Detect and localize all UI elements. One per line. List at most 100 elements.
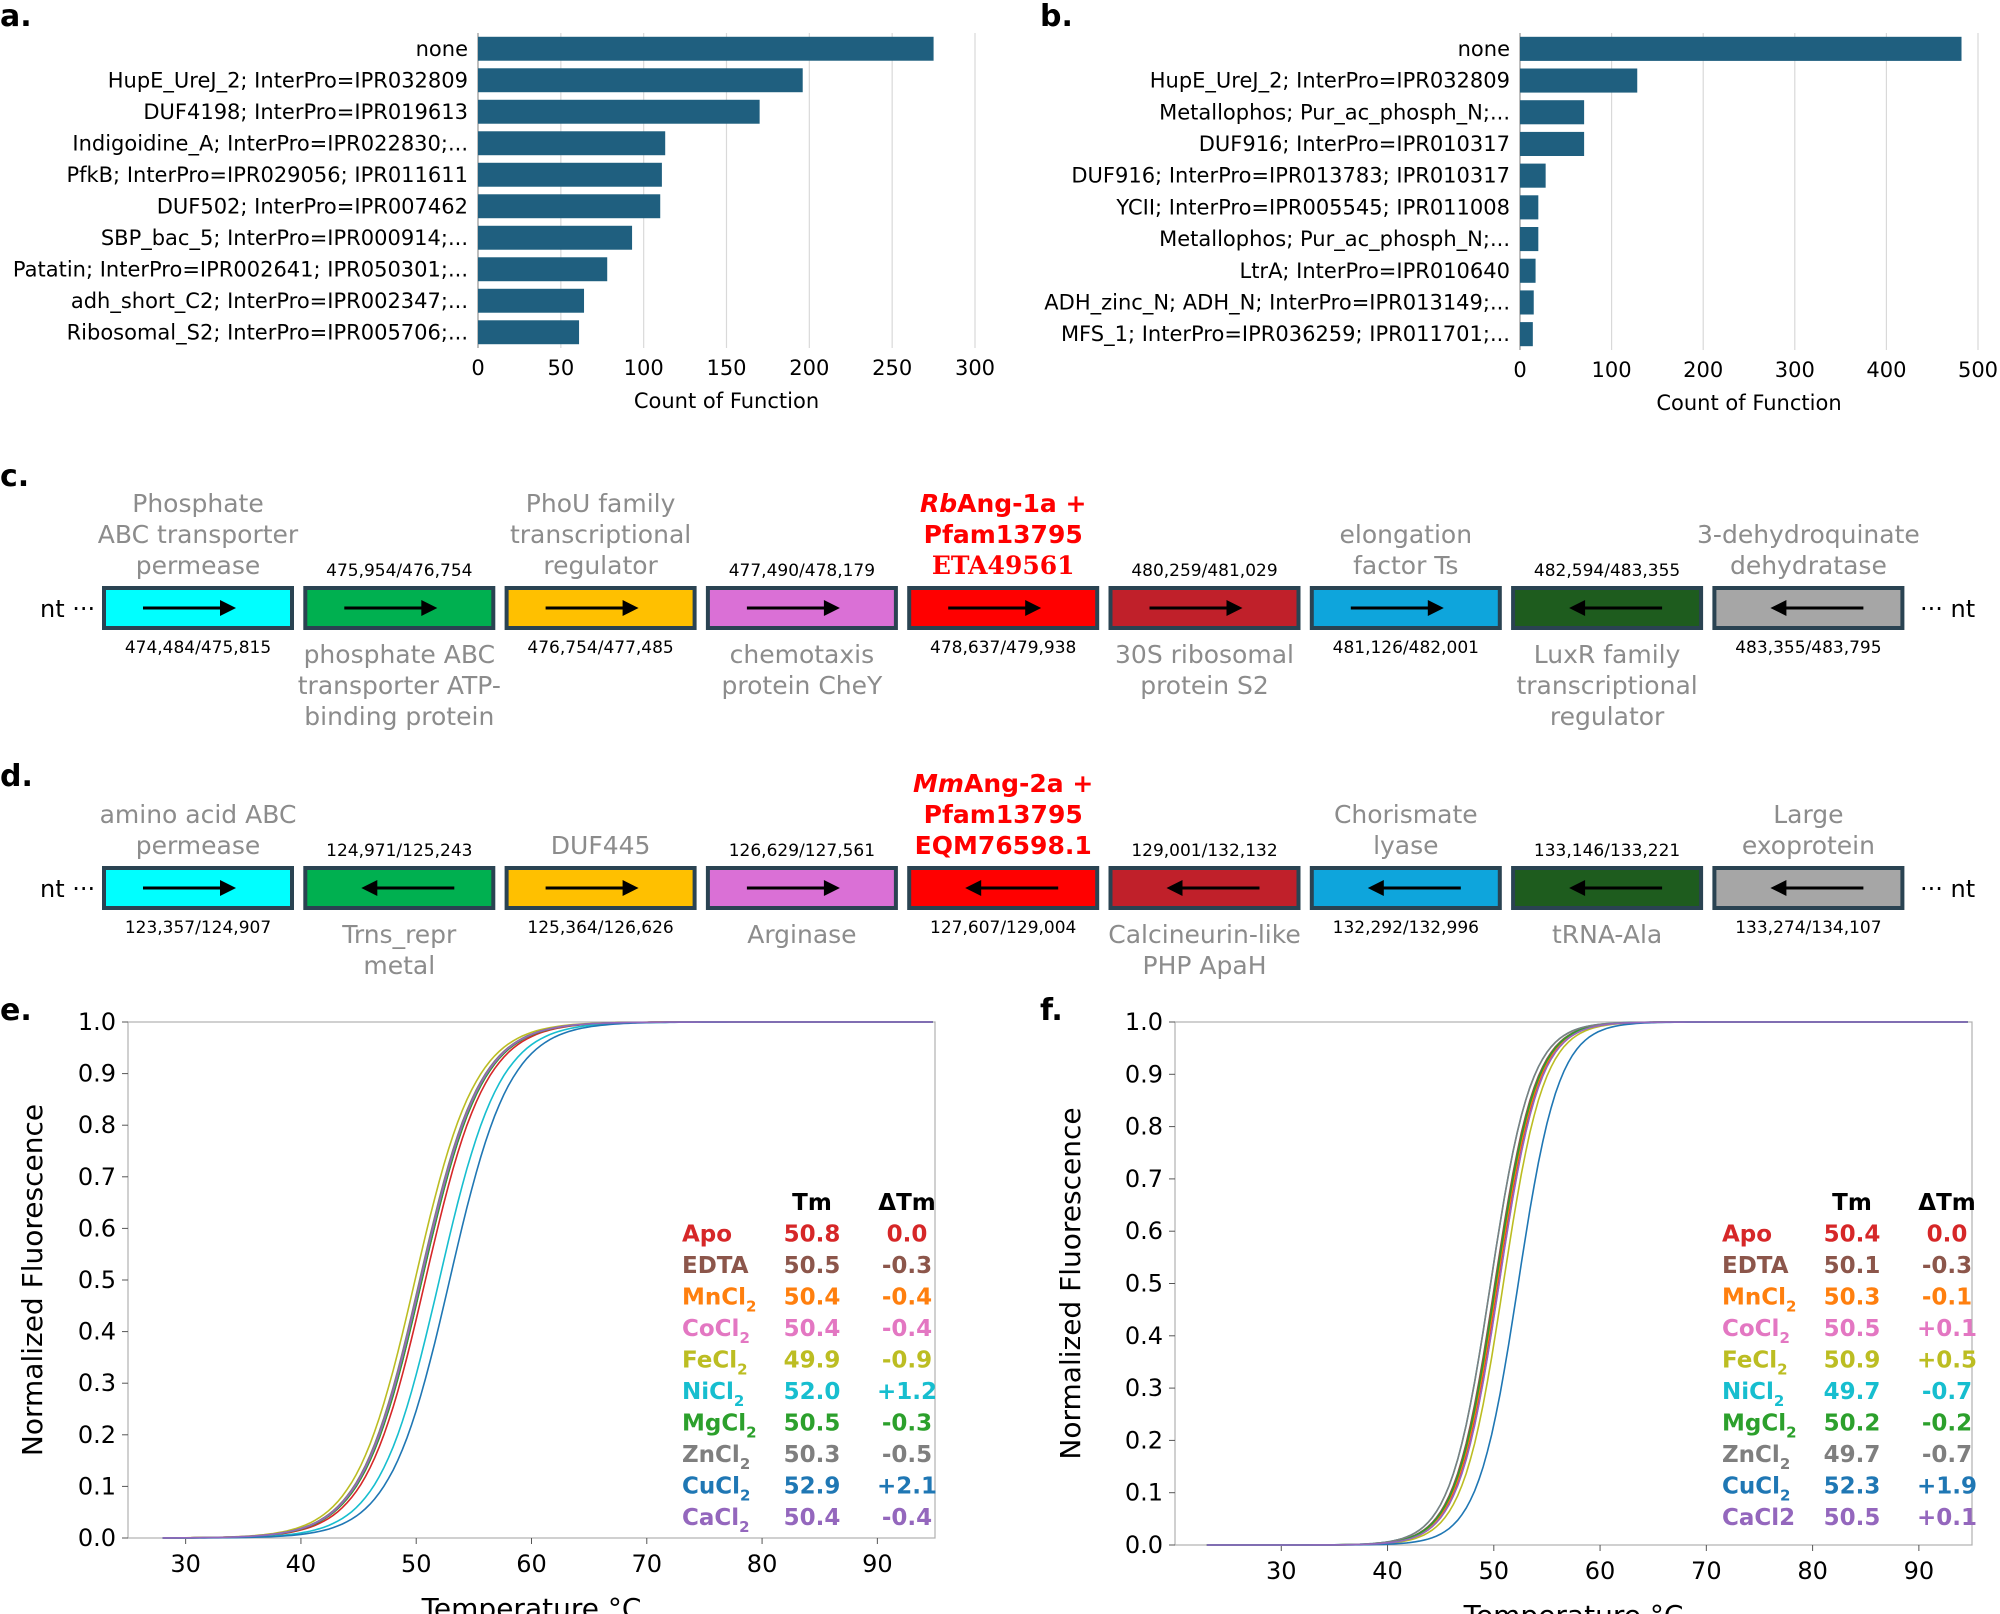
legend-subscript: 2 bbox=[1774, 1392, 1784, 1410]
gene-annotation: protein CheY bbox=[722, 671, 883, 700]
gene-coordinates: 478,637/479,938 bbox=[930, 638, 1076, 658]
legend-name: MnCl bbox=[682, 1285, 746, 1311]
legend-subscript: 2 bbox=[1779, 1329, 1789, 1347]
legend-name: MgCl bbox=[1722, 1411, 1786, 1437]
x-tick-label: 100 bbox=[1592, 358, 1632, 382]
y-tick-label: 1.0 bbox=[78, 1008, 116, 1036]
category-label: DUF502; InterPro=IPR007462 bbox=[157, 194, 468, 218]
legend-name: Apo bbox=[1722, 1222, 1772, 1248]
arrow-icon bbox=[545, 600, 639, 616]
legend-subscript: 2 bbox=[734, 1392, 744, 1410]
x-tick-label: 70 bbox=[632, 1550, 663, 1578]
legend-name: CoCl bbox=[1722, 1316, 1779, 1342]
bar bbox=[1520, 131, 1585, 156]
arrow-head bbox=[823, 880, 840, 896]
legend-entry-name: Apo bbox=[682, 1222, 732, 1248]
legend-name: EDTA bbox=[682, 1253, 749, 1279]
panel-label-e: e. bbox=[0, 993, 32, 1028]
bar bbox=[1520, 227, 1539, 252]
category-label: none bbox=[1458, 37, 1510, 61]
legend-header-dtm: ΔTm bbox=[1918, 1190, 1975, 1216]
x-tick-label: 200 bbox=[1683, 358, 1723, 382]
gene-annotation: ABC transporter bbox=[98, 520, 299, 549]
legend-dtm-value: +0.1 bbox=[1917, 1316, 1977, 1342]
legend-dtm-value: -0.5 bbox=[882, 1442, 932, 1468]
panel-label-a: a. bbox=[0, 0, 32, 34]
legend-dtm-value: +0.5 bbox=[1917, 1348, 1977, 1374]
gene-annotation: Large bbox=[1773, 800, 1843, 829]
gene-coordinates: 476,754/477,485 bbox=[527, 638, 673, 658]
gene-coordinates: 124,971/125,243 bbox=[326, 841, 472, 861]
arrow-head bbox=[1025, 600, 1042, 616]
category-label: ADH_zinc_N; ADH_N; InterPro=IPR013149;..… bbox=[1044, 290, 1510, 315]
legend-tm-value: 52.0 bbox=[784, 1379, 841, 1405]
category-label: Indigoidine_A; InterPro=IPR022830;... bbox=[72, 131, 468, 156]
x-tick-label: 40 bbox=[1372, 1557, 1403, 1585]
legend-dtm-value: -0.4 bbox=[882, 1316, 932, 1342]
gene-annotation: Trns_repr bbox=[341, 920, 457, 949]
legend-entry-name: FeCl2 bbox=[1722, 1348, 1788, 1379]
x-tick-label: 400 bbox=[1866, 358, 1906, 382]
x-tick-label: 150 bbox=[706, 356, 746, 380]
legend-name: CoCl bbox=[682, 1316, 739, 1342]
legend-entry-name: EDTA bbox=[682, 1253, 749, 1279]
x-tick-label: 100 bbox=[624, 356, 664, 380]
arrow-icon bbox=[1367, 880, 1461, 896]
gene-annotation: DUF445 bbox=[551, 831, 651, 860]
legend-dtm-value: -0.4 bbox=[882, 1285, 932, 1311]
x-tick-label: 70 bbox=[1691, 1557, 1722, 1585]
legend-entry-name: CoCl2 bbox=[682, 1316, 750, 1347]
x-tick-label: 300 bbox=[1775, 358, 1815, 382]
gene-annotation: protein S2 bbox=[1140, 671, 1269, 700]
gene-annotation: dehydratase bbox=[1730, 551, 1887, 580]
bar bbox=[478, 162, 662, 187]
arrow-head bbox=[1427, 600, 1444, 616]
legend-entry-name: CaCl2 bbox=[1722, 1505, 1795, 1531]
gene-annotation: PHP ApaH bbox=[1143, 951, 1267, 980]
category-label: Patatin; InterPro=IPR002641; IPR050301;.… bbox=[13, 257, 468, 281]
legend-subscript: 2 bbox=[1777, 1361, 1787, 1379]
y-tick-label: 0.0 bbox=[78, 1524, 116, 1552]
category-label: Metallophos; Pur_ac_phosph_N;... bbox=[1159, 100, 1510, 125]
legend-name: Apo bbox=[682, 1222, 732, 1248]
y-tick-label: 0.5 bbox=[1125, 1270, 1163, 1298]
gene-annotation: phosphate ABC bbox=[304, 640, 495, 669]
gene-coordinates: 129,001/132,132 bbox=[1131, 841, 1277, 861]
x-tick-label: 30 bbox=[170, 1550, 201, 1578]
legend-name: EDTA bbox=[1722, 1253, 1789, 1279]
arrow-head bbox=[1226, 600, 1243, 616]
gene-annotation: tRNA-Ala bbox=[1552, 920, 1662, 949]
category-label: DUF916; InterPro=IPR013783; IPR010317 bbox=[1071, 164, 1510, 188]
gene-name: Ang-1a + bbox=[957, 489, 1086, 518]
gene-annotation: 30S ribosomal bbox=[1115, 640, 1294, 669]
legend-tm-value: 50.4 bbox=[784, 1316, 841, 1342]
arrow-icon bbox=[1149, 600, 1243, 616]
gene-annotation: permease bbox=[136, 551, 261, 580]
gene-annotation: regulator bbox=[1550, 702, 1665, 731]
gene-annotation: exoprotein bbox=[1742, 831, 1875, 860]
nt-right-label: ··· nt bbox=[1920, 875, 1975, 903]
legend-entry-name: ZnCl2 bbox=[1722, 1442, 1790, 1473]
x-tick-label: 500 bbox=[1958, 358, 1998, 382]
highlight-gene-label: Pfam13795 bbox=[924, 520, 1083, 549]
arrow-head bbox=[220, 600, 236, 616]
legend-tm-value: 49.9 bbox=[784, 1348, 841, 1374]
highlight-gene-label: Pfam13795 bbox=[924, 800, 1083, 829]
species-prefix: Rb bbox=[920, 489, 957, 518]
legend-entry-name: ZnCl2 bbox=[682, 1442, 750, 1473]
y-tick-label: 0.1 bbox=[78, 1472, 116, 1500]
legend-entry-name: CuCl2 bbox=[682, 1474, 750, 1505]
arrow-icon bbox=[1770, 880, 1864, 896]
gene-annotation: Arginase bbox=[747, 920, 856, 949]
legend-subscript: 2 bbox=[1786, 1424, 1796, 1442]
arrow-head bbox=[421, 600, 438, 616]
gene-coordinates: 127,607/129,004 bbox=[930, 918, 1076, 938]
melt-curve bbox=[162, 1021, 933, 1539]
arrow-icon bbox=[746, 600, 840, 616]
legend-name: FeCl bbox=[1722, 1348, 1777, 1374]
legend-tm-value: 50.4 bbox=[784, 1505, 841, 1531]
nt-left-label: nt ··· bbox=[40, 595, 95, 623]
bar bbox=[478, 257, 608, 282]
gene-coordinates: 475,954/476,754 bbox=[326, 561, 472, 581]
